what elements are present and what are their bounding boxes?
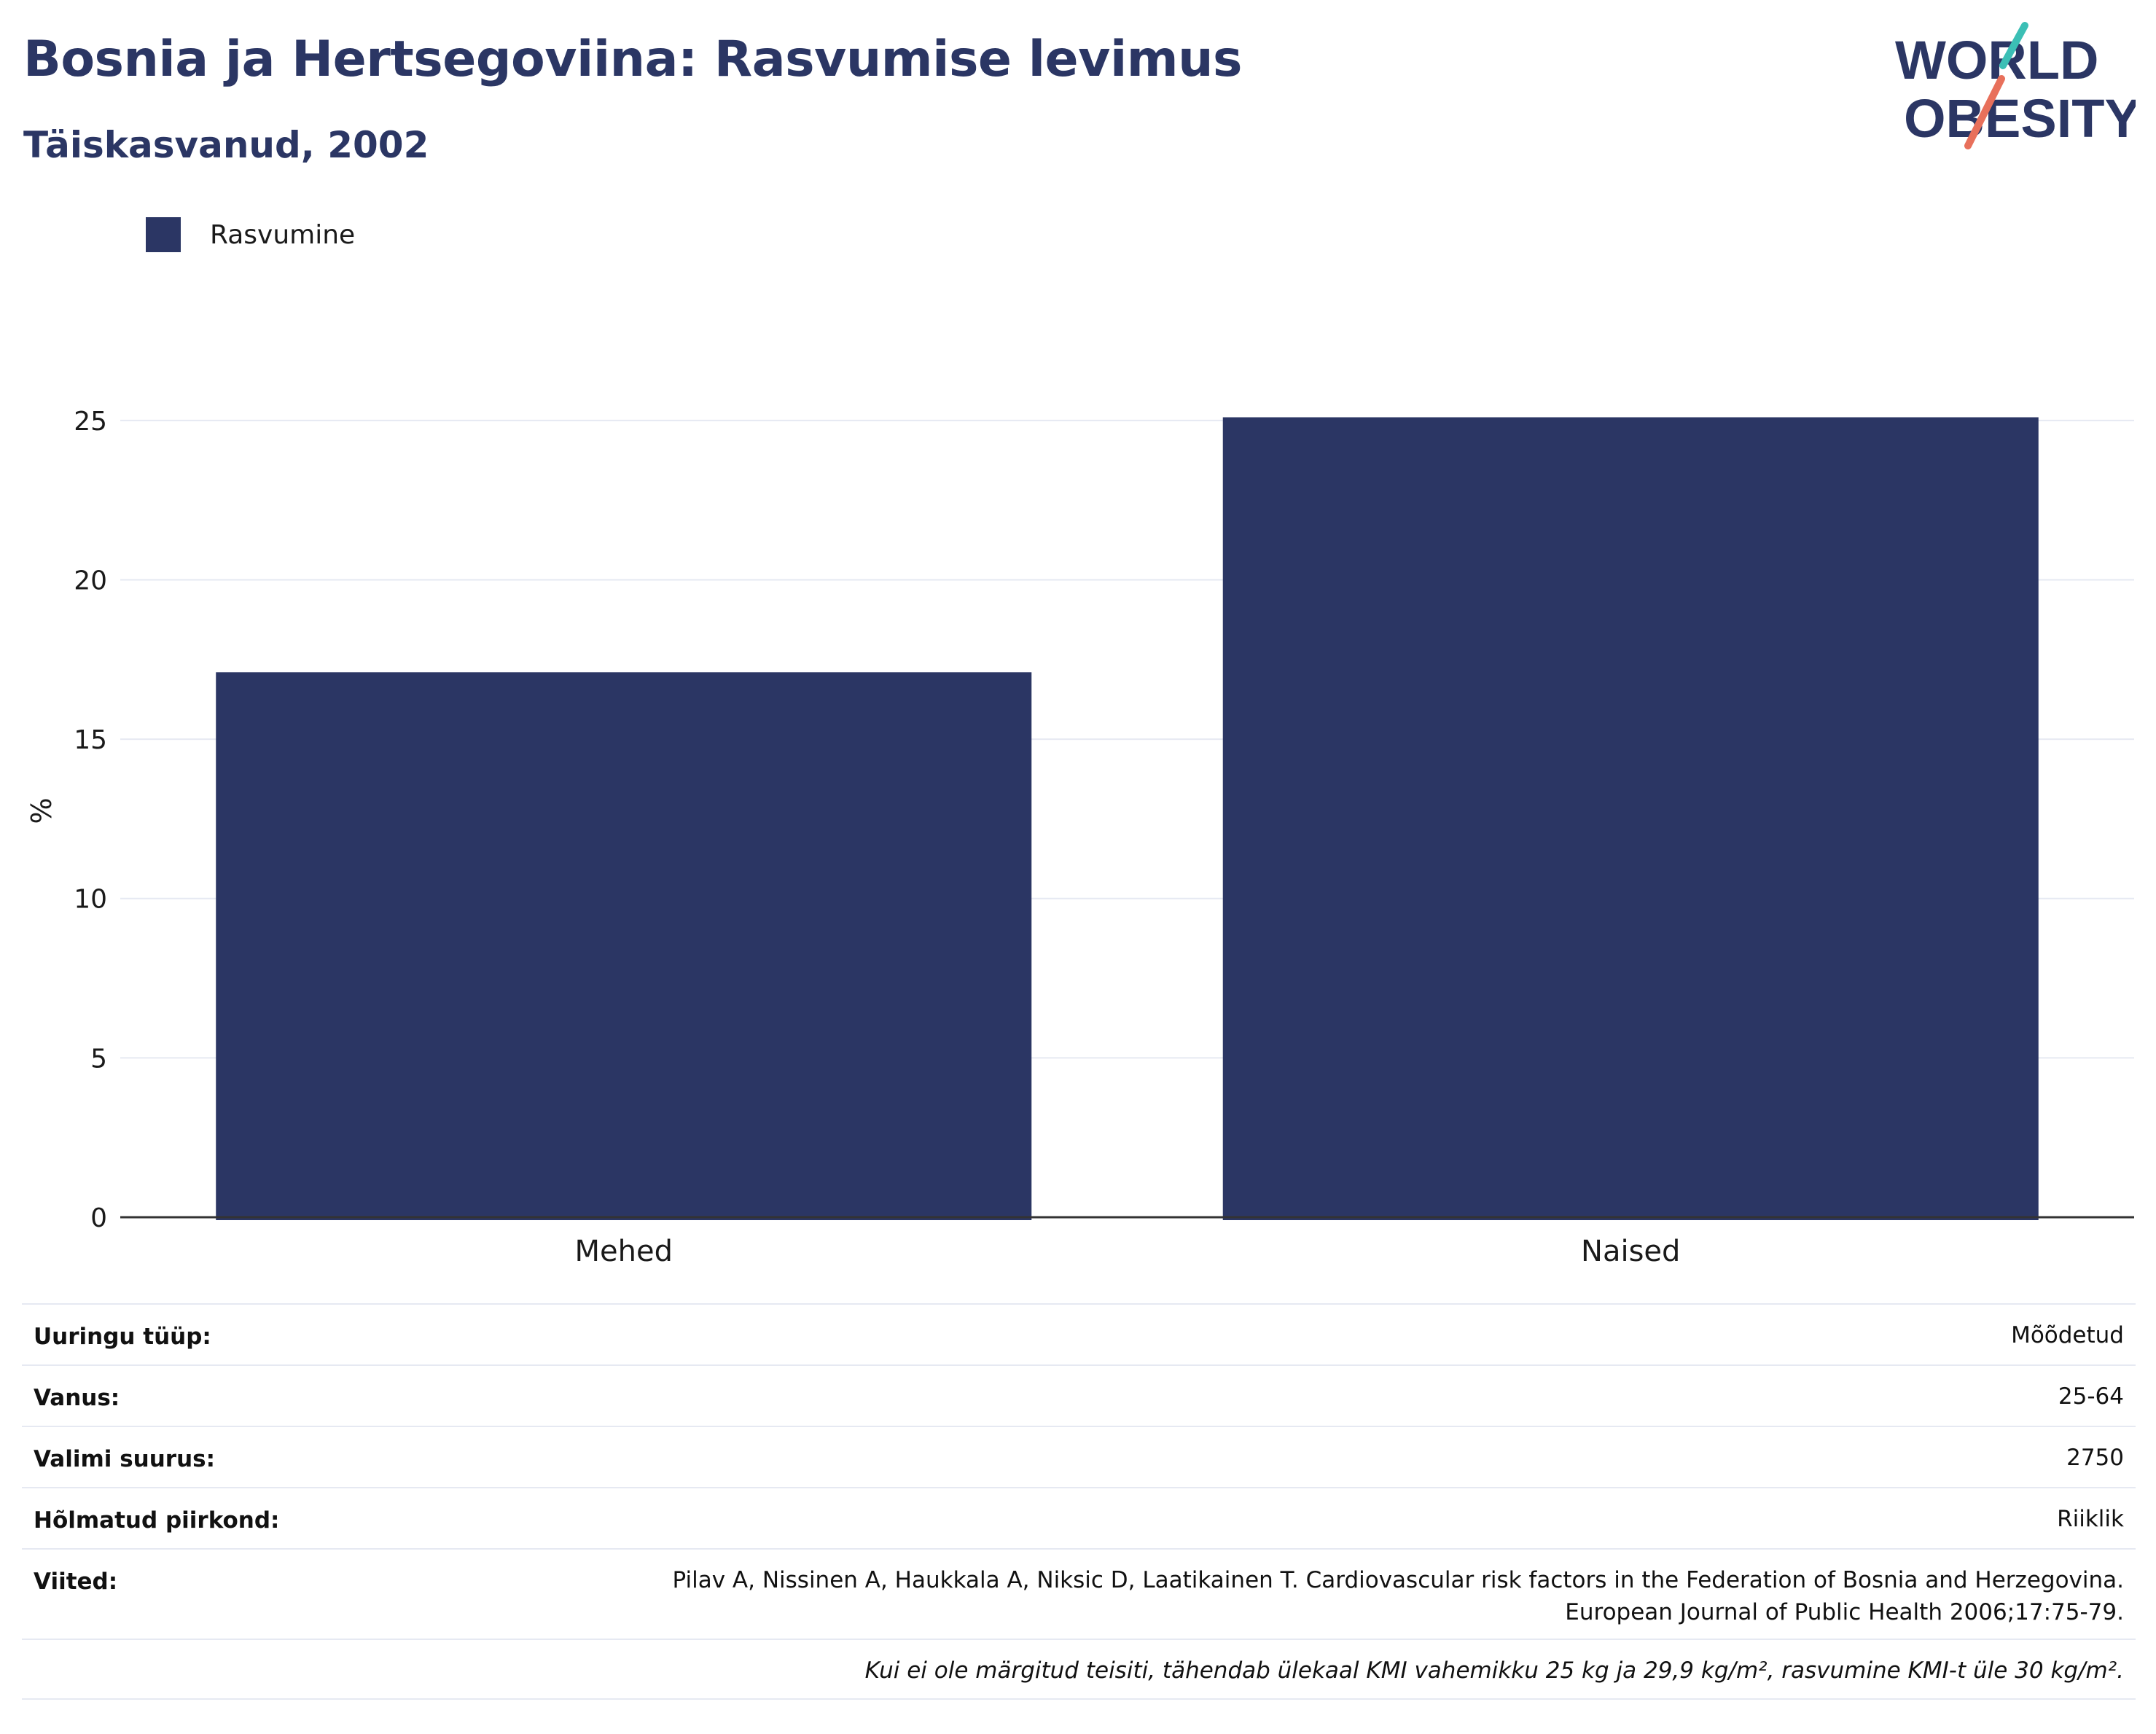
info-table: Uuringu tüüp: Mõõdetud Vanus: 25-64 Vali… — [22, 1303, 2136, 1700]
info-value: 2750 — [2066, 1445, 2124, 1471]
info-value: Pilav A, Nissinen A, Haukkala A, Niksic … — [672, 1567, 2124, 1625]
x-tick-label: Naised — [1581, 1235, 1680, 1268]
y-tick-label: 20 — [74, 566, 107, 595]
info-label: Viited: — [34, 1569, 118, 1595]
info-label: Hõlmatud piirkond: — [34, 1507, 280, 1534]
bar-mehed — [216, 672, 1032, 1220]
world-obesity-logo: WORLD OBESITY — [1895, 22, 2141, 153]
legend: Rasvumine — [146, 217, 355, 252]
info-row-survey-type: Uuringu tüüp: Mõõdetud — [22, 1303, 2136, 1364]
y-tick-label: 0 — [90, 1203, 107, 1233]
legend-label: Rasvumine — [210, 219, 356, 250]
chart-title: Bosnia ja Hertsegoviina: Rasvumise levim… — [23, 31, 1243, 88]
chart-subtitle: Täiskasvanud, 2002 — [23, 124, 429, 166]
info-label: Vanus: — [34, 1385, 120, 1411]
bar-chart: 0 5 10 15 20 25% Mehed Naised — [26, 407, 2134, 1268]
legend-swatch-rasvumine — [146, 217, 181, 252]
y-tick-label: 5 — [90, 1044, 107, 1074]
y-tick-label: 15 — [74, 725, 107, 755]
info-row-references: Viited: Pilav A, Nissinen A, Haukkala A,… — [22, 1548, 2136, 1639]
x-tick-label: Mehed — [575, 1235, 673, 1268]
info-value: 25-64 — [2058, 1383, 2124, 1410]
bar-naised — [1222, 417, 2039, 1220]
y-axis-label: % — [26, 797, 58, 824]
footnote: Kui ei ole märgitud teisiti, tähendab ül… — [22, 1639, 2136, 1700]
info-row-region: Hõlmatud piirkond: Riiklik — [22, 1487, 2136, 1548]
info-row-sample-size: Valimi suurus: 2750 — [22, 1426, 2136, 1487]
svg-text:OBESITY: OBESITY — [1904, 88, 2136, 149]
info-value: Mõõdetud — [2011, 1322, 2124, 1348]
y-tick-label: 10 — [74, 885, 107, 915]
y-tick-label: 25 — [74, 407, 107, 437]
info-value: Riiklik — [2057, 1506, 2124, 1532]
info-label: Valimi suurus: — [34, 1446, 215, 1472]
info-label: Uuringu tüüp: — [34, 1324, 211, 1350]
info-row-age: Vanus: 25-64 — [22, 1364, 2136, 1426]
